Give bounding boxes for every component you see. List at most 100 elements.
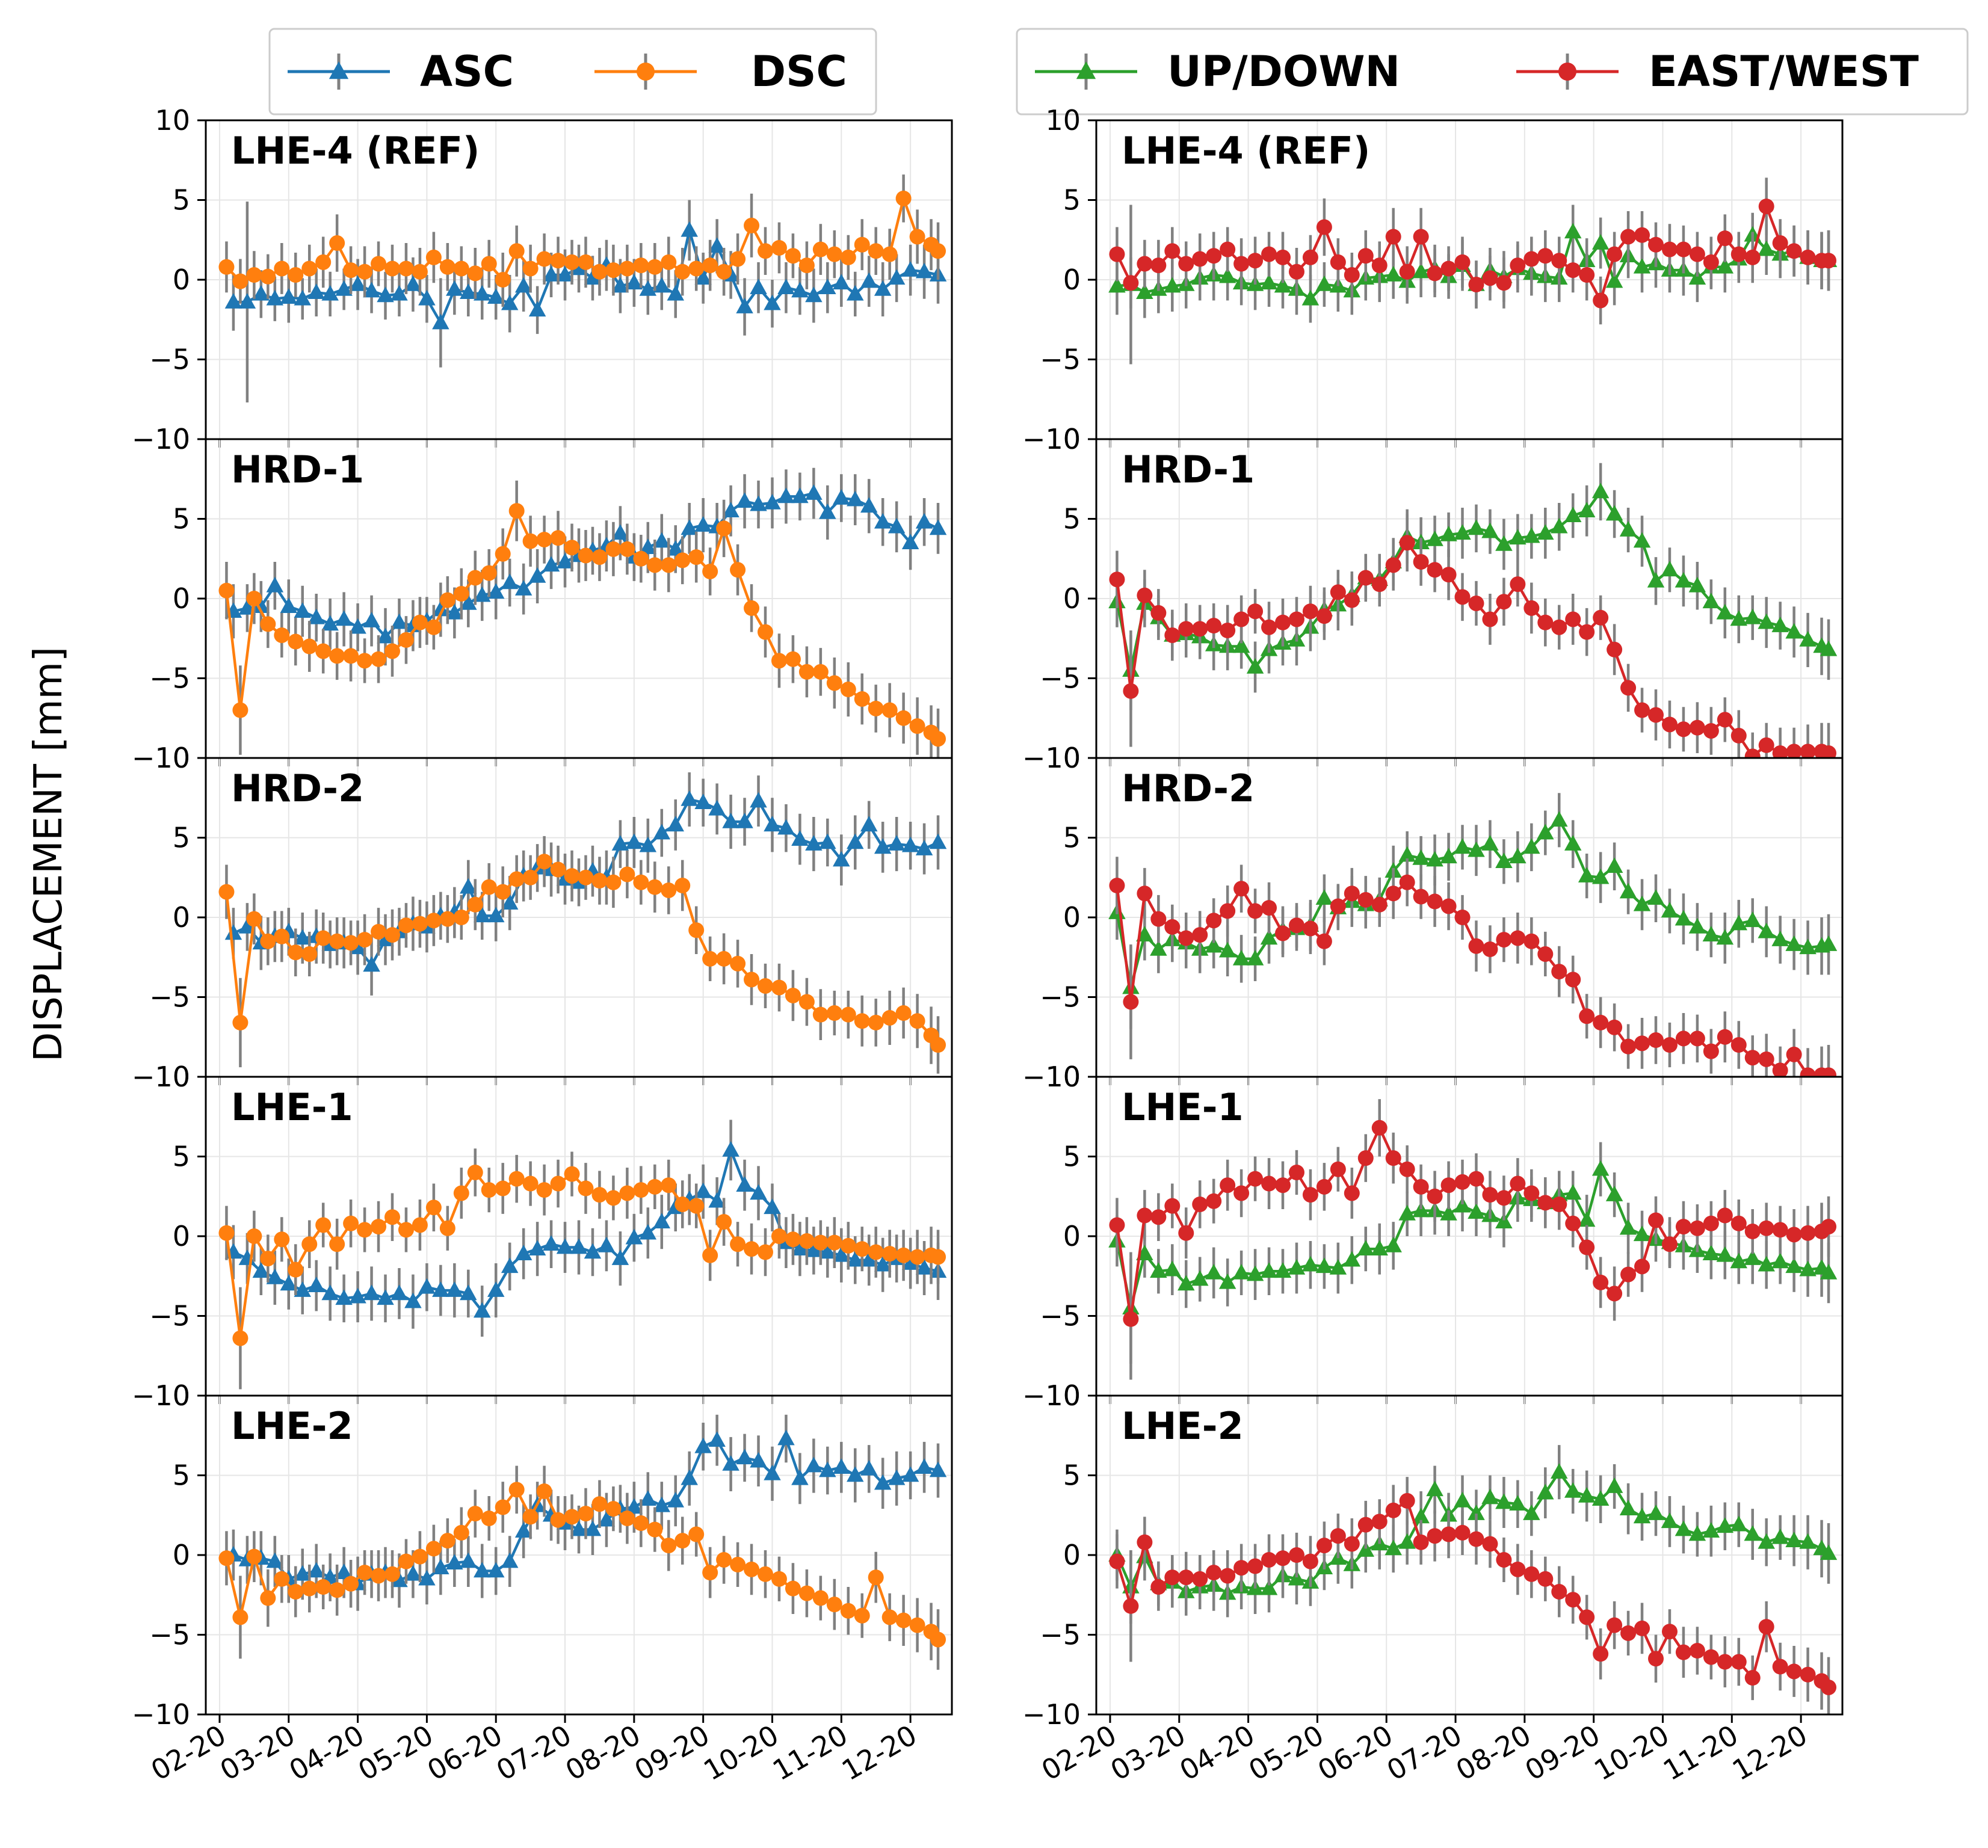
data-point (1551, 1197, 1567, 1212)
data-point (390, 613, 408, 629)
data-point (716, 1214, 732, 1230)
data-point (887, 517, 906, 534)
data-point (1607, 1617, 1623, 1633)
data-point (633, 874, 649, 890)
data-point (1688, 576, 1706, 593)
series-east-west (1109, 177, 1837, 325)
data-point (868, 1014, 884, 1030)
data-point (1607, 1286, 1623, 1302)
data-point (1344, 886, 1360, 902)
data-point (1275, 249, 1291, 265)
series-dsc (218, 480, 946, 758)
data-point (1440, 567, 1457, 583)
data-point (260, 616, 276, 632)
data-point (487, 907, 505, 923)
data-point (1717, 712, 1733, 728)
y-tick-label: −5 (149, 1619, 190, 1651)
data-point (1634, 1620, 1650, 1636)
data-point (708, 237, 726, 253)
data-point (528, 301, 546, 317)
data-point (854, 1607, 870, 1624)
data-point (777, 1429, 795, 1446)
legend-frame (1016, 28, 1969, 116)
data-point (619, 541, 635, 557)
data-point (1578, 502, 1596, 518)
data-point (730, 562, 746, 578)
legend-item-up-down: UP/DOWN (1035, 47, 1400, 96)
data-point (1440, 1526, 1457, 1542)
data-point (1440, 848, 1457, 864)
legend-item-asc: ASC (288, 47, 514, 96)
data-point (1137, 256, 1153, 272)
data-point (1357, 1541, 1375, 1557)
data-point (570, 1238, 588, 1254)
data-point (619, 1511, 635, 1527)
data-point (895, 1247, 912, 1263)
data-point (1591, 1160, 1610, 1176)
data-point (860, 272, 878, 288)
data-point (1440, 526, 1457, 541)
data-point (764, 294, 781, 310)
data-point (930, 243, 946, 259)
data-point (785, 1231, 801, 1248)
data-point (1496, 594, 1512, 610)
data-point (578, 254, 594, 270)
data-point (390, 1284, 408, 1301)
data-point (1440, 898, 1457, 914)
data-point (1551, 619, 1567, 635)
data-point (1702, 593, 1720, 609)
data-point (1137, 886, 1153, 902)
data-point (1206, 618, 1222, 634)
data-point (744, 972, 760, 988)
data-point (514, 277, 532, 293)
data-point (1661, 241, 1678, 257)
data-point (1482, 941, 1498, 957)
data-point (218, 1225, 235, 1241)
data-point (661, 1538, 677, 1554)
data-point (266, 289, 284, 306)
data-point (501, 1257, 519, 1274)
data-point (218, 582, 235, 599)
data-point (895, 190, 912, 206)
data-point (246, 267, 262, 283)
data-point (681, 519, 698, 535)
y-tick-label: 5 (1063, 822, 1081, 854)
data-point (1593, 1014, 1609, 1030)
data-point (294, 929, 311, 945)
data-point (785, 1580, 801, 1597)
data-point (887, 1469, 906, 1485)
data-point (901, 1254, 919, 1270)
data-point (1468, 1505, 1485, 1520)
data-point (1744, 249, 1761, 265)
y-axis: 10 5 0 −5 −10 (1022, 742, 1096, 1093)
panel-line-of-sight-2: 10 5 0 −5 −10 HRD-2 (132, 742, 953, 1093)
data-point (1260, 1262, 1278, 1278)
panel-title: LHE-2 (231, 1404, 353, 1448)
data-point (915, 1458, 933, 1474)
y-tick-label: −5 (149, 1300, 190, 1332)
data-point (771, 1228, 787, 1244)
data-point (460, 594, 477, 610)
data-point (1412, 849, 1430, 865)
data-point (371, 1219, 387, 1235)
data-point (1315, 1257, 1333, 1274)
data-point (564, 254, 580, 270)
data-point (1206, 248, 1222, 264)
data-point (840, 682, 856, 698)
data-point (1510, 1561, 1526, 1577)
data-point (1564, 507, 1582, 522)
data-point (854, 236, 870, 253)
y-tick-label: 5 (1063, 1141, 1081, 1173)
data-point (1178, 621, 1194, 637)
data-point (474, 285, 491, 301)
data-point (487, 1562, 505, 1578)
data-point (274, 1231, 290, 1248)
data-point (1192, 1571, 1208, 1587)
data-point (1178, 1275, 1195, 1291)
y-tick-label: 10 (1045, 423, 1081, 455)
data-point (1786, 1663, 1802, 1680)
data-point (1758, 1533, 1775, 1549)
data-point (1523, 1505, 1540, 1520)
data-point (495, 884, 511, 900)
data-point (812, 1590, 829, 1606)
